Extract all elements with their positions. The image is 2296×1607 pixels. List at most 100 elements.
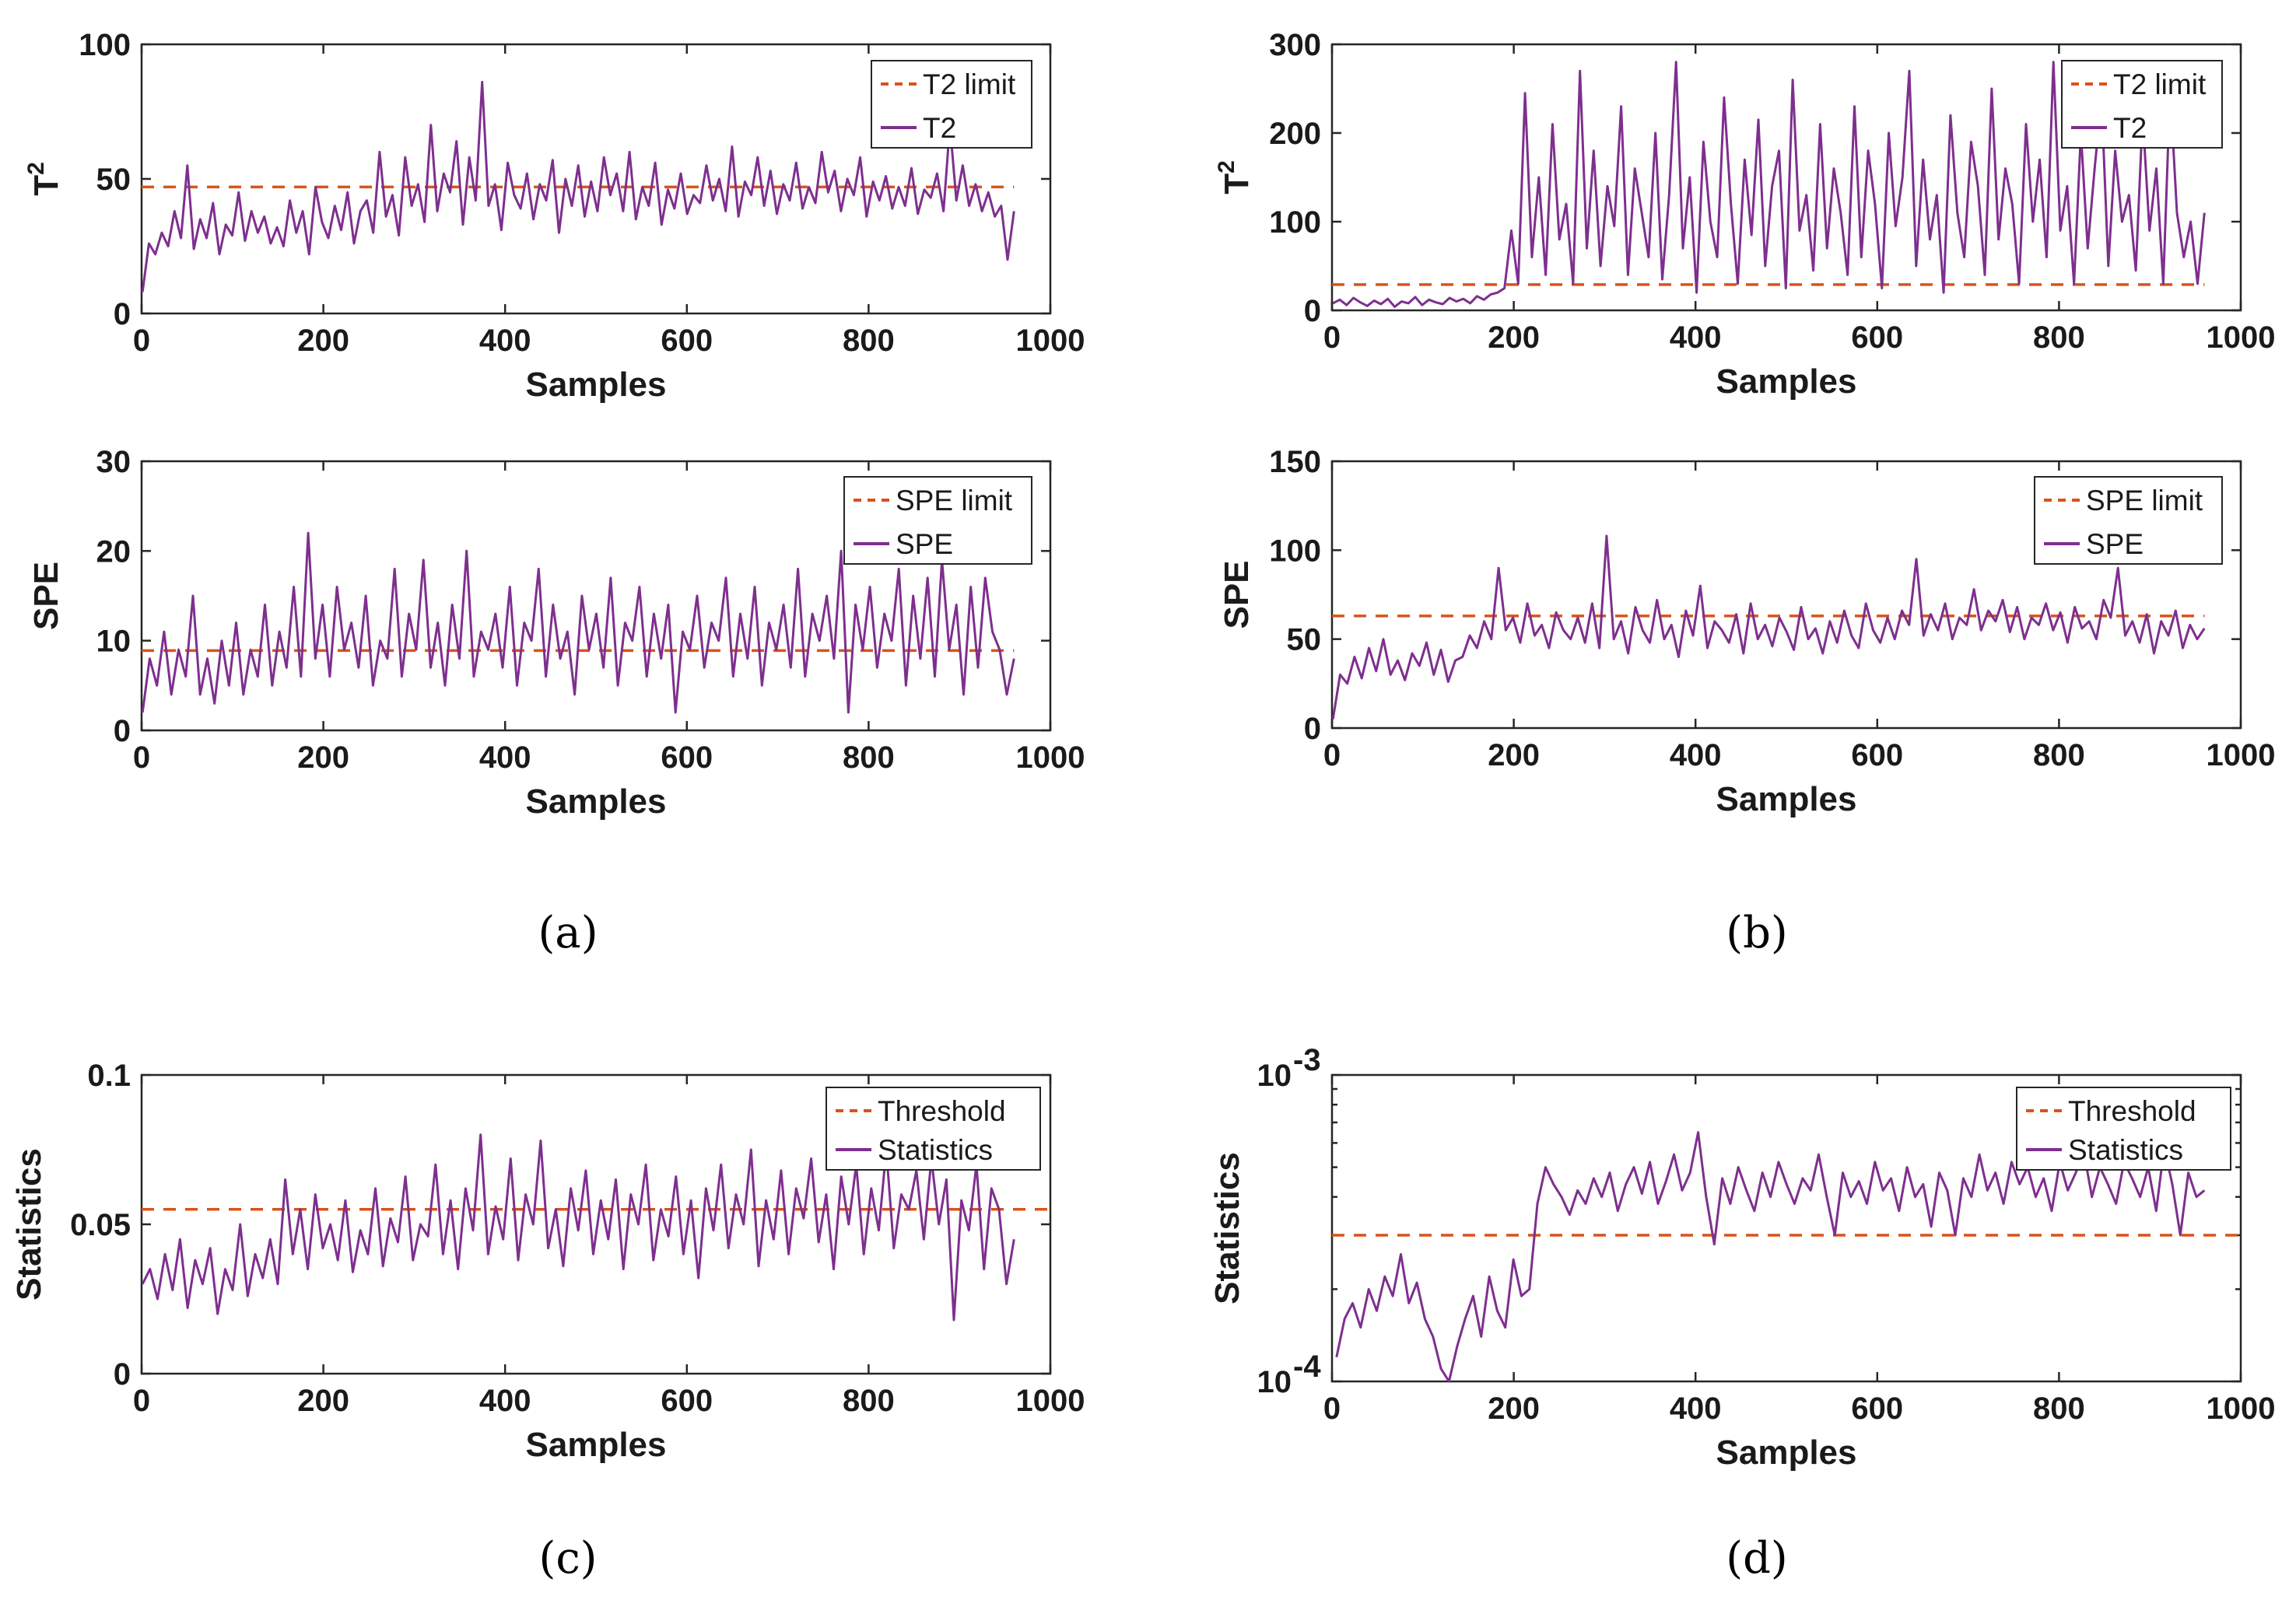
y-tick-label-exponent: -4 [1293,1350,1321,1384]
y-tick-label: 100 [79,28,131,62]
y-tick-label: 0 [114,714,131,748]
legend-entry: T2 limit [2113,68,2207,100]
x-tick-label: 0 [133,324,150,358]
x-tick-label: 600 [661,740,713,775]
x-tick-label: 1000 [1016,324,1085,358]
legend-entry: T2 limit [923,68,1016,100]
x-tick-label: 600 [661,1384,713,1418]
x-tick-label: 800 [843,740,895,775]
legend-entry: SPE [896,528,953,560]
y-tick-label: 50 [96,163,131,197]
y-tick-label: 0 [114,1357,131,1392]
caption-c: (c) [538,1533,597,1584]
y-tick-label: 30 [96,445,131,479]
x-tick-label: 0 [1323,738,1341,772]
caption-b: (b) [1726,908,1788,958]
x-tick-label: 600 [661,324,713,358]
x-tick-label: 400 [479,740,531,775]
y-axis-label: Statistics [1208,1152,1246,1304]
y-axis-label: SPE [27,562,65,630]
y-tick-label: 0 [1304,294,1321,328]
chart-b-bottom: 0 200 400 600 800 1000050100150SamplesSPESPE … [1218,445,2275,818]
y-tick-label: 150 [1269,445,1321,479]
legend: T2 limit T2 [871,60,1032,149]
x-tick-label: 200 [1488,320,1540,355]
x-tick-label: 400 [1670,738,1722,772]
x-tick-label: 600 [1851,1392,1903,1426]
chart-c: 0 200 400 600 800 1000 0 0.05 0.1 Samples Statisti… [10,1059,1085,1464]
x-tick-label: 200 [1488,738,1540,772]
legend-entry: SPE limit [2086,485,2203,516]
y-tick-label: 0 [114,297,131,331]
legend-box [826,1087,1041,1171]
legend-entry: Statistics [878,1134,993,1166]
legend: SPE limit SPE [843,476,1032,565]
statistic-line-series [1331,534,2206,719]
y-tick-label: 10 [1257,1059,1292,1093]
x-axis-label: Samples [526,782,667,821]
x-tick-label: 800 [2033,738,2085,772]
plot-area-frame [140,460,1052,732]
legend-box [843,476,1032,565]
plot-area-frame [1330,460,2242,730]
y-tick-label: 200 [1269,117,1321,151]
caption-d: (d) [1726,1533,1788,1584]
x-tick-label: 200 [297,740,349,775]
y-tick-label: 10 [96,625,131,659]
y-tick-label: 0.1 [87,1059,131,1093]
y-axis-label: T2 [23,162,65,196]
legend-box [2034,476,2223,565]
x-tick-label: 1000 [1016,1384,1085,1418]
x-tick-label: 400 [479,1384,531,1418]
legend: Threshold Statistics [2016,1087,2231,1171]
y-tick-label: 300 [1269,28,1321,62]
x-axis-label: Samples [1716,1434,1857,1472]
y-tick-label: 0 [1304,712,1321,746]
caption-a: (a) [538,908,598,958]
legend: SPE limit SPE [2034,476,2223,565]
legend: T2 limit T2 [2061,60,2223,149]
x-tick-label: 0 [133,740,150,775]
x-axis-label: Samples [526,366,667,404]
y-axis-label: SPE [1218,560,1256,628]
legend-box [871,60,1032,149]
x-axis-label: Samples [526,1426,667,1464]
statistic-line-series [141,1133,1015,1322]
legend-entry: T2 [2113,112,2147,144]
y-axis-label: Statistics [10,1148,48,1301]
statistic-line-series [141,531,1015,714]
y-axis-label: T2 [1214,160,1256,194]
statistic-line-series [141,80,1015,292]
x-tick-label: 600 [1851,738,1903,772]
x-tick-label: 0 [1323,1392,1341,1426]
x-tick-label: 200 [297,1384,349,1418]
statistic-line-series [1332,61,2206,308]
legend-entry: SPE [2086,528,2144,560]
legend: Threshold Statistics [826,1087,1041,1171]
x-tick-label: 600 [1851,320,1903,355]
x-tick-label: 1000 [1016,740,1085,775]
legend-box [2061,60,2223,149]
x-tick-label: 0 [1323,320,1341,355]
x-tick-label: 200 [1488,1392,1540,1426]
y-tick-label: 50 [1287,623,1322,657]
x-tick-label: 1000 [2207,320,2276,355]
legend-entry: Threshold [878,1095,1006,1127]
x-tick-label: 800 [2033,320,2085,355]
legend-entry: Threshold [2068,1095,2196,1127]
x-tick-label: 200 [297,324,349,358]
x-tick-label: 800 [843,1384,895,1418]
legend-box [2016,1087,2231,1171]
y-tick-label: 0.05 [70,1208,131,1242]
plot-area-frame [1330,1073,2242,1383]
legend-entry: SPE limit [896,485,1013,516]
x-tick-label: 400 [1670,1392,1722,1426]
y-tick-label: 10 [1257,1365,1292,1399]
x-tick-label: 800 [843,324,895,358]
y-tick-label: 20 [96,534,131,569]
